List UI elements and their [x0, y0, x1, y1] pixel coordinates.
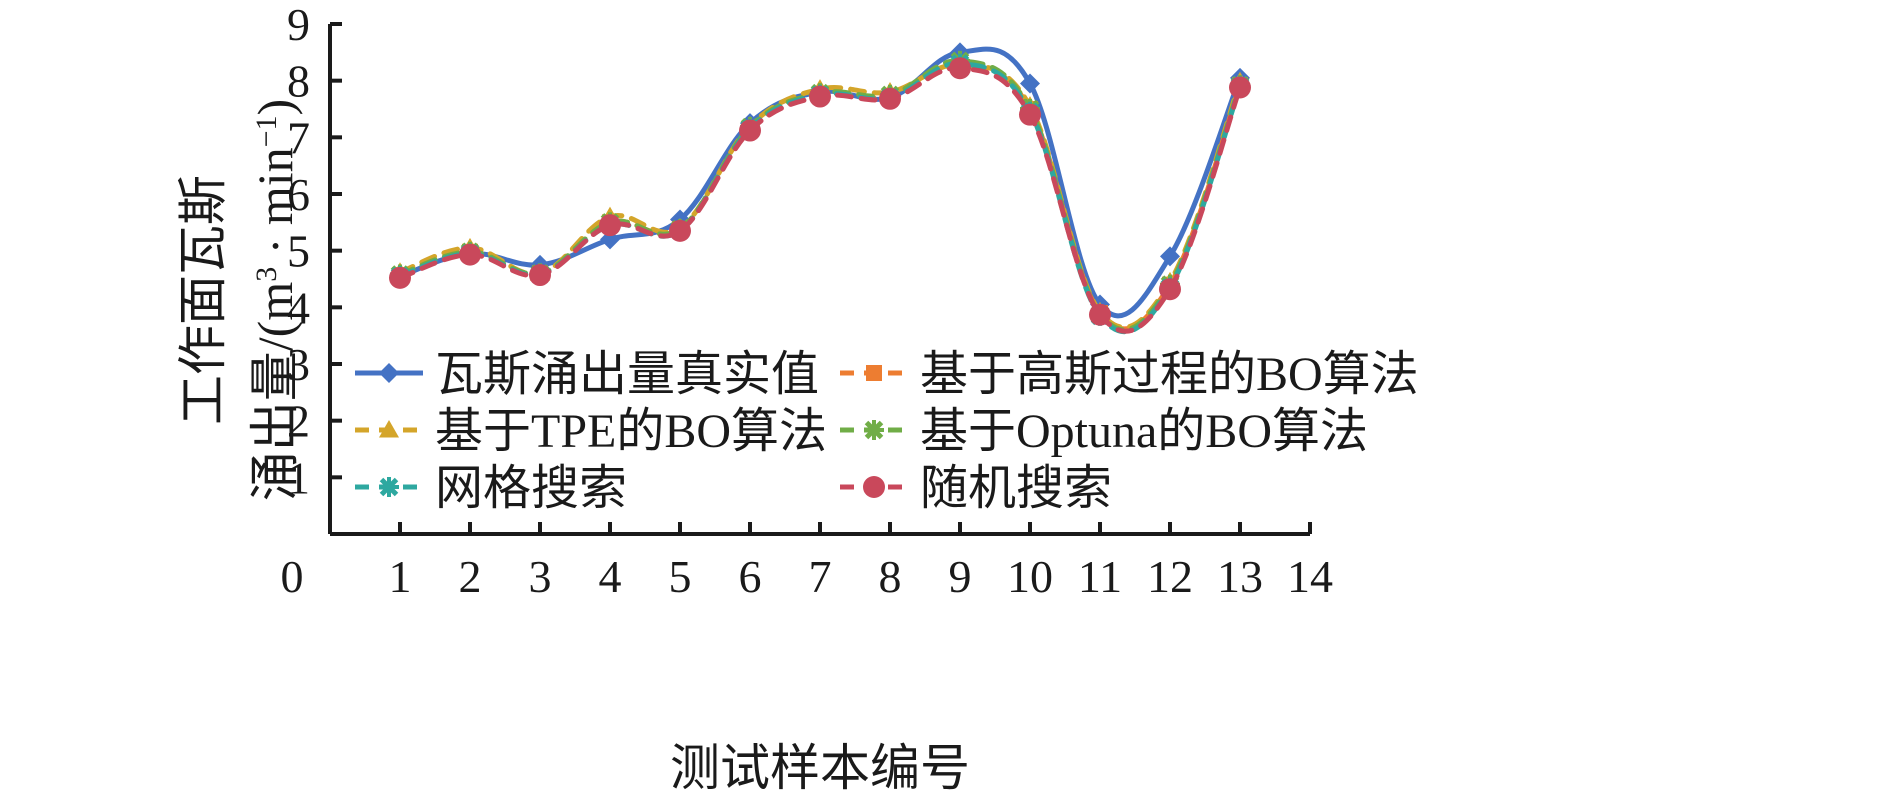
legend-swatch-marker — [866, 365, 882, 381]
legend-swatch-marker — [379, 363, 399, 383]
legend-swatch-marker — [863, 476, 885, 498]
series-6-line — [397, 65, 1243, 334]
x-tick-label: 14 — [1287, 551, 1333, 602]
legend-label: 瓦斯涌出量真实值 — [435, 348, 819, 401]
x-axis-title: 测试样本编号 — [670, 740, 970, 796]
series-6-marker — [599, 214, 621, 237]
series-6-marker — [809, 85, 831, 108]
x-tick-label: 9 — [949, 551, 972, 602]
y-axis-title: 工作面瓦斯 涌出量/(m3 · min−1) — [175, 99, 303, 501]
x-tick-label: 2 — [459, 551, 482, 602]
legend-item-3: 基于TPE的BO算法 — [355, 405, 827, 458]
y-tick-label: 9 — [287, 0, 310, 50]
legend-swatch-marker — [864, 420, 884, 440]
series-6-marker — [459, 243, 481, 266]
x-tick-label: 10 — [1007, 551, 1053, 602]
x-tick-label: 7 — [809, 551, 832, 602]
legend-item-5: 网格搜索 — [355, 462, 627, 515]
legend-label: 基于TPE的BO算法 — [435, 405, 827, 458]
legend-label: 基于Optuna的BO算法 — [920, 405, 1368, 458]
series-6-marker — [389, 266, 411, 289]
x-tick-label: 6 — [739, 551, 762, 602]
legend-swatch-marker — [379, 420, 399, 438]
x-tick-label: 1 — [389, 551, 412, 602]
series-6-marker — [1229, 76, 1251, 99]
y-axis-title-sup2: −1 — [250, 115, 283, 147]
series-6-marker — [669, 219, 691, 242]
legend-item-2: 基于高斯过程的BO算法 — [840, 348, 1419, 401]
series-6-marker — [879, 87, 901, 110]
series-6-marker — [1089, 303, 1111, 326]
x-tick-label: 11 — [1078, 551, 1122, 602]
x-tick-label: 0 — [281, 551, 304, 602]
y-axis-title-line1: 工作面瓦斯 — [175, 175, 231, 425]
series-6-marker — [529, 264, 551, 287]
x-tick-label: 4 — [599, 551, 622, 602]
series-6-marker — [1159, 278, 1181, 301]
y-axis-title-prefix: 涌出量/(m — [247, 282, 303, 502]
series-1-marker — [1020, 73, 1040, 94]
series-6-marker — [1019, 103, 1041, 126]
y-tick-label: 4 — [287, 282, 310, 333]
legend-swatch-marker — [379, 477, 399, 497]
series-6-marker — [739, 119, 761, 142]
y-axis-title-line2: 涌出量/(m3 · min−1) — [247, 99, 303, 501]
y-tick-label: 1 — [287, 452, 310, 503]
legend-label: 网格搜索 — [435, 462, 627, 515]
y-tick-label: 2 — [287, 396, 310, 447]
legend-item-6: 随机搜索 — [840, 462, 1112, 515]
y-tick-label: 7 — [287, 112, 310, 163]
x-tick-label: 3 — [529, 551, 552, 602]
series-6-marker — [949, 57, 971, 80]
x-tick-label: 12 — [1147, 551, 1193, 602]
legend-item-4: 基于Optuna的BO算法 — [840, 405, 1368, 458]
y-axis-title-mid: · min — [247, 147, 303, 266]
y-axis-title-suffix: ) — [247, 99, 303, 116]
legend-label: 随机搜索 — [920, 462, 1112, 515]
legend-label: 基于高斯过程的BO算法 — [920, 348, 1419, 401]
series-layer — [389, 42, 1251, 335]
y-tick-label: 6 — [287, 169, 310, 220]
x-tick-label: 8 — [879, 551, 902, 602]
x-tick-label: 13 — [1217, 551, 1263, 602]
y-tick-label: 8 — [287, 56, 310, 107]
series-6 — [389, 57, 1251, 334]
y-tick-label: 3 — [287, 339, 310, 390]
series-1-marker — [1160, 246, 1180, 267]
y-tick-label: 5 — [287, 226, 310, 277]
x-tick-label: 5 — [669, 551, 692, 602]
y-axis-title-sup1: 3 — [250, 267, 283, 282]
legend-item-1: 瓦斯涌出量真实值 — [355, 348, 819, 401]
